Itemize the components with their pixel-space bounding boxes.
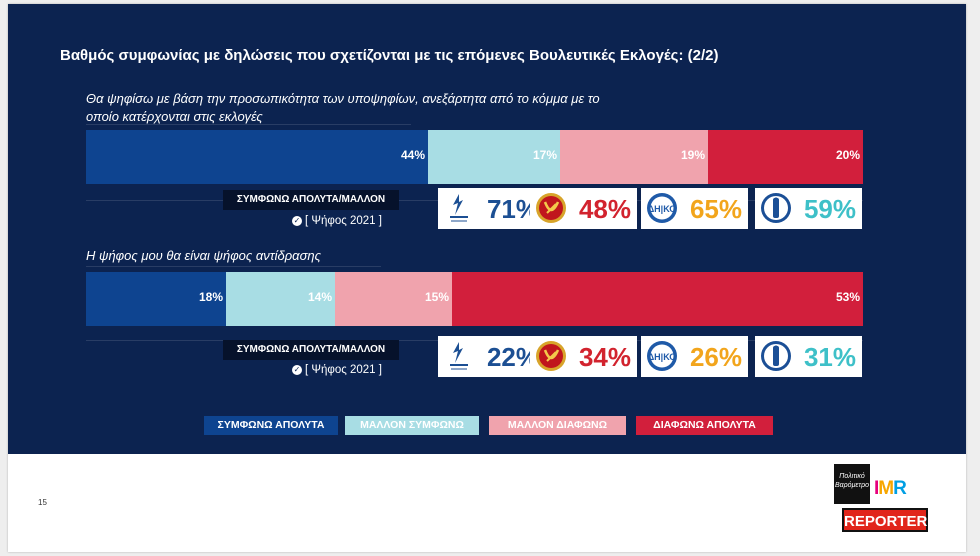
- party-percentage: 48%: [578, 194, 631, 224]
- divider: [86, 266, 381, 267]
- party-percentage: 59%: [803, 194, 856, 224]
- vote-2021-label: ✓[ Ψήφος 2021 ]: [292, 364, 382, 376]
- agree-label: ΣΥΜΦΩΝΩ ΑΠΟΛΥΤΑ/ΜΑΛΛΟΝ: [223, 190, 399, 210]
- legend-disagree-fully: ΔΙΑΦΩΝΩ ΑΠΟΛΥΤΑ: [636, 416, 773, 435]
- bar-segment: 20%: [708, 130, 863, 184]
- question-1-text: Θα ψηφίσω με βάση την προσωπικότητα των …: [86, 90, 600, 126]
- party-card: 59%: [755, 188, 862, 229]
- question-2-text: Η ψήφος μου θα είναι ψήφος αντίδρασης: [86, 247, 321, 265]
- reporter-logo: REPORTER: [842, 508, 928, 532]
- bar-segment-label: 15%: [424, 290, 449, 304]
- bar-segment-label: 18%: [198, 290, 223, 304]
- bar-segment: 15%: [335, 272, 452, 326]
- divider: [86, 124, 411, 125]
- barometer-logo: Πολιτικό Βαρόμετρο: [834, 464, 870, 504]
- party-percentage: 34%: [578, 342, 631, 372]
- stacked-bar-question-2: 18% 14% 15% 53%: [86, 272, 863, 326]
- bar-segment: 14%: [226, 272, 335, 326]
- bar-segment: 19%: [560, 130, 708, 184]
- stacked-bar-question-1: 44% 17% 19% 20%: [86, 130, 863, 184]
- bar-segment-label: 44%: [400, 148, 425, 162]
- imr-logo-i: I: [874, 478, 879, 499]
- question-1-line-2: οποίο κατέρχονται στις εκλογές: [86, 109, 263, 124]
- bar-segment: 17%: [428, 130, 560, 184]
- bar-segment: 44%: [86, 130, 428, 184]
- party-card: 31%: [755, 336, 862, 377]
- party-card: 48%: [530, 188, 637, 229]
- page-number: 15: [38, 498, 47, 507]
- imr-logo-m: M: [878, 478, 894, 499]
- vote-2021-text: [ Ψήφος 2021 ]: [305, 364, 382, 376]
- bar-segment-label: 20%: [835, 148, 860, 162]
- party-card: 22%: [438, 336, 545, 377]
- party-card: ΔΗ|ΚΟ 26%: [641, 336, 748, 377]
- party-percentage: 65%: [689, 194, 742, 224]
- check-icon: ✓: [292, 364, 302, 375]
- bar-segment-label: 14%: [307, 290, 332, 304]
- party-percentage: 26%: [689, 342, 742, 372]
- chart-panel: Βαθμός συμφωνίας με δηλώσεις που σχετίζο…: [8, 4, 966, 454]
- bar-segment-label: 53%: [835, 290, 860, 304]
- agree-label: ΣΥΜΦΩΝΩ ΑΠΟΛΥΤΑ/ΜΑΛΛΟΝ: [223, 340, 399, 360]
- bar-segment-label: 19%: [680, 148, 705, 162]
- bar-segment: 53%: [452, 272, 863, 326]
- question-1-line-1: Θα ψηφίσω με βάση την προσωπικότητα των …: [86, 91, 600, 106]
- bar-segment: 18%: [86, 272, 226, 326]
- party-percentage: 31%: [803, 342, 856, 372]
- svg-text:ΔΗ|ΚΟ: ΔΗ|ΚΟ: [648, 352, 677, 362]
- legend-agree-rather: ΜΑΛΛΟΝ ΣΥΜΦΩΝΩ: [345, 416, 479, 435]
- chart-title: Βαθμός συμφωνίας με δηλώσεις που σχετίζο…: [60, 47, 719, 64]
- party-card: 71%: [438, 188, 545, 229]
- party-card: ΔΗ|ΚΟ 65%: [641, 188, 748, 229]
- legend-agree-fully: ΣΥΜΦΩΝΩ ΑΠΟΛΥΤΑ: [204, 416, 338, 435]
- vote-2021-label: ✓[ Ψήφος 2021 ]: [292, 215, 382, 227]
- check-icon: ✓: [292, 215, 302, 226]
- bar-segment-label: 17%: [532, 148, 557, 162]
- legend-disagree-rather: ΜΑΛΛΟΝ ΔΙΑΦΩΝΩ: [489, 416, 626, 435]
- vote-2021-text: [ Ψήφος 2021 ]: [305, 215, 382, 227]
- slide: Βαθμός συμφωνίας με δηλώσεις που σχετίζο…: [8, 4, 966, 552]
- party-card: 34%: [530, 336, 637, 377]
- svg-text:ΔΗ|ΚΟ: ΔΗ|ΚΟ: [648, 204, 677, 214]
- imr-logo: IMR: [874, 478, 907, 500]
- imr-logo-r: R: [893, 478, 907, 499]
- question-2-line-1: Η ψήφος μου θα είναι ψήφος αντίδρασης: [86, 248, 321, 263]
